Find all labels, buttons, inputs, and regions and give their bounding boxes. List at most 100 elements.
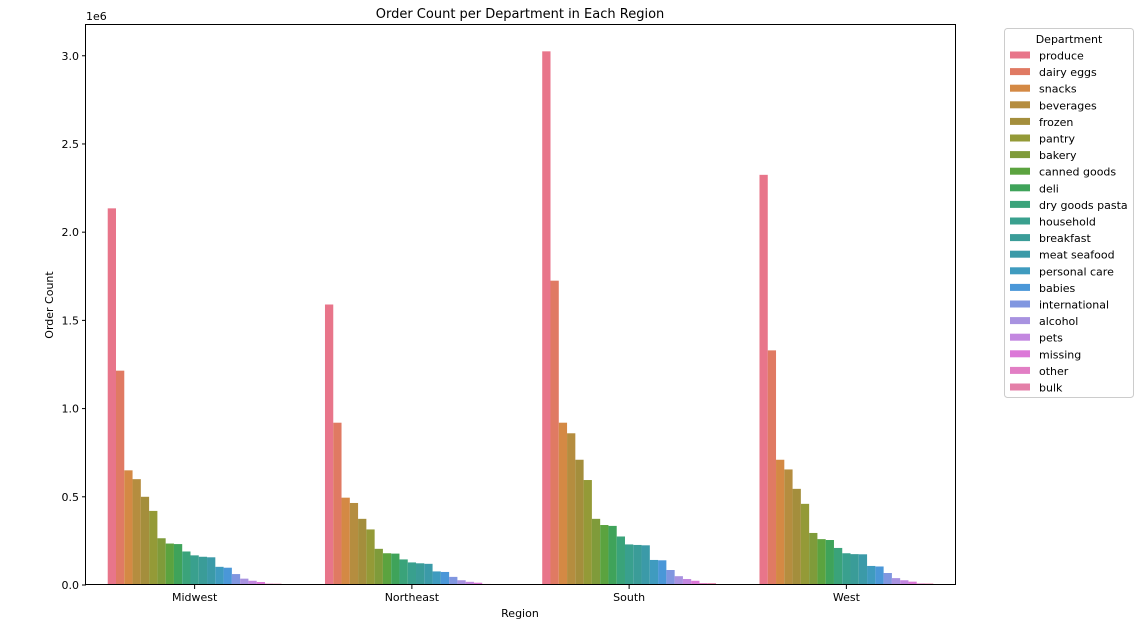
legend-label: alcohol — [1039, 315, 1078, 328]
bar-west-pets — [900, 580, 909, 585]
legend-label: deli — [1039, 182, 1059, 195]
bar-south-produce — [542, 51, 551, 585]
bar-northeast-breakfast — [416, 563, 425, 585]
bar-west-pantry — [800, 503, 810, 585]
legend-label: produce — [1039, 50, 1084, 63]
bar-northeast-pets — [465, 581, 474, 585]
bar-midwest-produce — [107, 208, 116, 585]
bar-west-breakfast — [850, 554, 859, 585]
bar-northeast-snacks — [341, 497, 350, 585]
plot-frame — [85, 24, 956, 585]
legend-label: canned goods — [1039, 166, 1116, 179]
bar-south-dry-goods-pasta — [616, 536, 625, 585]
y-tick-label: 1.0 — [62, 403, 80, 416]
legend-label: other — [1039, 365, 1069, 378]
bar-south-bakery — [591, 518, 601, 585]
bar-south-dairy-eggs — [550, 280, 559, 585]
legend-swatch — [1010, 333, 1030, 341]
bar-midwest-household — [190, 555, 199, 585]
bar-south-canned-goods — [600, 525, 609, 585]
x-tick-label: South — [613, 591, 645, 604]
legend-label: dairy eggs — [1039, 66, 1097, 79]
bar-northeast-canned-goods — [382, 553, 392, 585]
bar-west-international — [883, 573, 892, 585]
bar-midwest-dry-goods-pasta — [182, 551, 191, 585]
legend-swatch — [1010, 51, 1030, 59]
bar-northeast-missing — [473, 582, 483, 585]
bar-south-alcohol — [674, 576, 683, 585]
legend-swatch — [1010, 383, 1030, 391]
legend-label: pantry — [1039, 133, 1076, 146]
bar-west-deli — [825, 540, 834, 585]
legend-label: personal care — [1039, 265, 1114, 278]
bar-south-breakfast — [633, 544, 642, 585]
bar-west-dairy-eggs — [767, 350, 777, 585]
bar-south-deli — [608, 525, 617, 585]
legend: Department produce dairy eggs snacks bevera… — [1004, 28, 1134, 398]
bar-midwest-frozen — [140, 496, 150, 585]
bar-south-meat-seafood — [641, 545, 650, 585]
bar-west-household — [842, 553, 851, 585]
legend-swatch — [1010, 101, 1030, 109]
legend-swatch — [1010, 234, 1030, 242]
bar-northeast-dry-goods-pasta — [399, 559, 408, 585]
legend-label: beverages — [1039, 99, 1097, 112]
legend-label: pets — [1039, 332, 1063, 345]
bar-northeast-dairy-eggs — [333, 422, 342, 585]
legend-label: frozen — [1039, 116, 1073, 129]
x-tick-label: Northeast — [385, 591, 440, 604]
bar-west-dry-goods-pasta — [833, 547, 843, 585]
legend-label: meat seafood — [1039, 249, 1115, 262]
bar-south-pantry — [583, 480, 592, 585]
y-tick-label: 1.5 — [62, 314, 80, 327]
y-tick-label: 2.5 — [62, 138, 80, 151]
bar-south-personal-care — [649, 559, 659, 585]
bar-west-bakery — [809, 532, 818, 585]
bar-midwest-international — [231, 574, 241, 585]
bar-northeast-household — [407, 562, 417, 585]
x-tick-label: West — [833, 591, 861, 604]
bar-west-frozen — [792, 488, 801, 585]
legend-label: babies — [1039, 282, 1076, 295]
legend-items: produce dairy eggs snacks beverages frozen pa… — [1010, 50, 1128, 395]
bar-northeast-produce — [324, 304, 334, 585]
bar-northeast-meat-seafood — [424, 563, 433, 585]
legend-label: dry goods pasta — [1039, 199, 1128, 212]
bar-midwest-dairy-eggs — [116, 370, 125, 585]
x-tick-label: Midwest — [172, 591, 218, 604]
legend-label: bakery — [1039, 149, 1077, 162]
y-axis-label: Order Count — [43, 271, 56, 339]
bar-northeast-deli — [391, 553, 400, 585]
legend-label: international — [1039, 299, 1109, 312]
bar-south-international — [666, 570, 675, 585]
bar-south-household — [624, 544, 634, 585]
bar-west-produce — [759, 174, 768, 585]
bar-northeast-international — [449, 576, 458, 585]
legend-swatch — [1010, 300, 1030, 308]
bar-south-beverages — [567, 433, 576, 585]
bar-west-meat-seafood — [858, 554, 868, 585]
legend-swatch — [1010, 200, 1030, 208]
chart-title: Order Count per Department in Each Regio… — [376, 7, 665, 22]
bar-south-missing — [691, 580, 700, 585]
legend-swatch — [1010, 366, 1030, 374]
x-axis-ticks: Midwest Northeast South West — [172, 585, 861, 604]
bar-midwest-personal-care — [215, 566, 224, 585]
legend-label: household — [1039, 216, 1096, 229]
bar-west-alcohol — [891, 578, 901, 585]
bar-west-babies — [875, 566, 884, 585]
bars-group — [107, 51, 934, 585]
bar-south-babies — [658, 560, 667, 585]
y-tick-label: 3.0 — [62, 50, 80, 63]
legend-swatch — [1010, 117, 1030, 125]
y-tick-label: 0.0 — [62, 579, 80, 592]
bar-northeast-beverages — [349, 502, 359, 585]
bar-midwest-deli — [173, 544, 183, 585]
legend-label: missing — [1039, 348, 1081, 361]
bar-midwest-missing — [256, 582, 265, 585]
bar-midwest-snacks — [124, 470, 133, 585]
bar-northeast-frozen — [358, 518, 367, 585]
legend-swatch — [1010, 134, 1030, 142]
legend-swatch — [1010, 167, 1030, 175]
